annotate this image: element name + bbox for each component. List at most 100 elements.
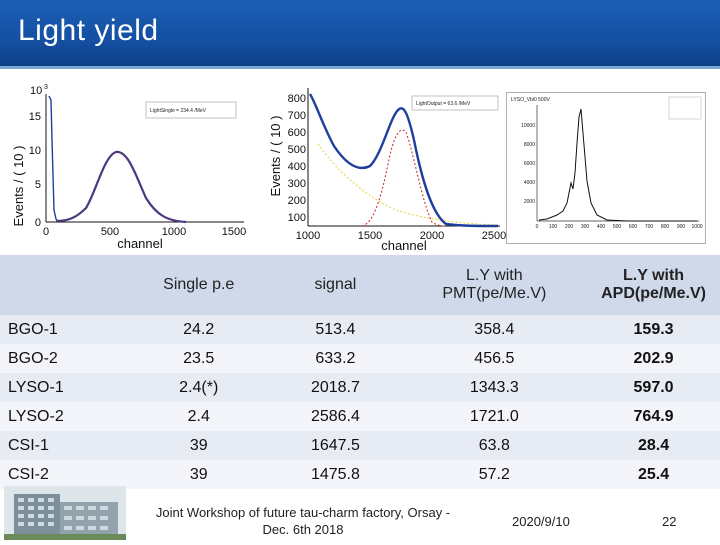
plot1-pedestal-peak — [48, 95, 59, 223]
plot3-xtick: 600 — [629, 224, 638, 230]
plot3-xtick: 0 — [536, 224, 539, 230]
plot3-xtick: 100 — [549, 224, 558, 230]
plot2-signal-fit — [361, 129, 447, 227]
plot1-xtick: 1000 — [162, 226, 186, 238]
plot2-data-curve — [308, 93, 499, 228]
plot1-fit-curve — [55, 151, 187, 223]
plot1-legend: LightSingle = 234.4 /MeV — [150, 108, 207, 114]
table-cell: LYSO-2 — [0, 402, 129, 431]
table-row: LYSO-2 2.4 2586.4 1721.0 764.9 — [0, 402, 720, 431]
table-cell: 202.9 — [587, 344, 720, 373]
plot3-ytick: 4000 — [524, 180, 535, 186]
plot2-ytick: 600 — [288, 127, 306, 139]
plot1-ytick: 5 — [35, 179, 41, 191]
plot1-exponent: 10 — [30, 85, 42, 97]
table-cell: CSI-2 — [0, 460, 129, 489]
table-cell: 39 — [128, 431, 270, 460]
plot1-ytick: 0 — [35, 217, 41, 229]
footer-page-number: 22 — [662, 514, 677, 529]
plot-single-pe: 10 3 Events / ( 10 ) 15 10 5 0 0 500 100… — [8, 80, 252, 251]
plot2-ytick: 700 — [288, 110, 306, 122]
table-cell: 764.9 — [587, 402, 720, 431]
plot2-legend: LightOutput = 63.6 /MeV — [416, 101, 471, 107]
table-cell: 159.3 — [587, 315, 720, 344]
plot2-xtick: 2000 — [420, 230, 444, 242]
table-cell: CSI-1 — [0, 431, 129, 460]
table-cell: 25.4 — [587, 460, 720, 489]
table-cell: BGO-2 — [0, 344, 129, 373]
footer-conference: Joint Workshop of future tau-charm facto… — [140, 504, 466, 538]
plot2-xtick: 1500 — [358, 230, 382, 242]
plot1-ytick: 15 — [29, 111, 41, 123]
plot1-xlabel: channel — [117, 236, 163, 250]
plot3-xtick: 800 — [661, 224, 670, 230]
table-header-row: Single p.e signal L.Y with PMT(pe/Me.V) … — [0, 255, 720, 315]
table-cell: 513.4 — [269, 315, 402, 344]
header-divider — [0, 66, 720, 69]
table-cell: 1475.8 — [269, 460, 402, 489]
table-cell: BGO-1 — [0, 315, 129, 344]
table-cell: 358.4 — [401, 315, 588, 344]
plot2-ytick: 500 — [288, 144, 306, 156]
plot-lyso-spectrum: LYSO_Vbi0 500V 10000 8000 6000 4000 2000… — [506, 92, 706, 244]
table-cell: LYSO-1 — [0, 373, 129, 402]
table-cell: 1721.0 — [401, 402, 588, 431]
plot1-ylabel: Events / ( 10 ) — [11, 146, 26, 227]
plot3-xtick: 500 — [613, 224, 622, 230]
footer-conference-line1: Joint Workshop of future tau-charm facto… — [155, 505, 451, 520]
plot3-ytick: 10000 — [521, 123, 535, 129]
plot3-xtick: 1000 — [691, 224, 702, 230]
plot3-xtick: 900 — [677, 224, 686, 230]
plot3-ytick: 6000 — [524, 161, 535, 167]
slide-header: Light yield — [0, 0, 720, 66]
plot2-ytick: 800 — [288, 93, 306, 105]
plot3-xtick: 300 — [581, 224, 590, 230]
table-cell: 633.2 — [269, 344, 402, 373]
plot2-ytick: 400 — [288, 161, 306, 173]
plot3-ytick: 8000 — [524, 142, 535, 148]
table-cell: 28.4 — [587, 431, 720, 460]
plot2-ytick: 300 — [288, 178, 306, 190]
table-cell: 597.0 — [587, 373, 720, 402]
table-header-cell: Single p.e — [128, 255, 270, 315]
plot2-xlabel: channel — [381, 238, 427, 250]
table-cell: 456.5 — [401, 344, 588, 373]
plot1-xtick: 1500 — [222, 226, 246, 238]
table-row: BGO-2 23.5 633.2 456.5 202.9 — [0, 344, 720, 373]
plot1-ytick: 10 — [29, 145, 41, 157]
table-cell: 2.4 — [128, 402, 270, 431]
table-cell: 63.8 — [401, 431, 588, 460]
plot2-ytick: 100 — [288, 212, 306, 224]
footer-date: 2020/9/10 — [512, 514, 570, 529]
table-header-cell: L.Y with PMT(pe/Me.V) — [401, 255, 588, 315]
table-header-cell — [0, 255, 129, 315]
table-header-cell: L.Y with APD(pe/Me.V) — [587, 255, 720, 315]
table-cell: 39 — [128, 460, 270, 489]
plot1-xtick: 500 — [101, 226, 119, 238]
plot2-xtick: 1000 — [296, 230, 320, 242]
plot3-xtick: 400 — [597, 224, 606, 230]
table-cell: 23.5 — [128, 344, 270, 373]
plot2-ylabel: Events / ( 10 ) — [268, 116, 283, 197]
plot-signal: Events / ( 10 ) 800 700 600 500 400 300 … — [266, 84, 510, 253]
plot1-data-curve — [55, 150, 187, 224]
plot2-ytick: 200 — [288, 195, 306, 207]
table-cell: 24.2 — [128, 315, 270, 344]
table-row: CSI-2 39 1475.8 57.2 25.4 — [0, 460, 720, 489]
plot2-xtick: 2500 — [482, 230, 506, 242]
plot3-data-curve — [538, 108, 697, 222]
slide-title: Light yield — [18, 14, 159, 47]
plot3-stats-box — [668, 96, 702, 120]
plot1-exponent-power: 3 — [44, 84, 48, 91]
table-cell: 1647.5 — [269, 431, 402, 460]
table-header-cell: signal — [269, 255, 402, 315]
table-cell: 2586.4 — [269, 402, 402, 431]
plot3-title: LYSO_Vbi0 500V — [511, 97, 550, 103]
table-row: CSI-1 39 1647.5 63.8 28.4 — [0, 431, 720, 460]
table-row: LYSO-1 2.4(*) 2018.7 1343.3 597.0 — [0, 373, 720, 402]
light-yield-table: Single p.e signal L.Y with PMT(pe/Me.V) … — [0, 255, 720, 489]
footer-conference-line2: Dec. 6th 2018 — [262, 522, 344, 537]
plot3-xtick: 200 — [565, 224, 574, 230]
table-cell: 1343.3 — [401, 373, 588, 402]
plot1-xtick: 0 — [43, 226, 49, 238]
